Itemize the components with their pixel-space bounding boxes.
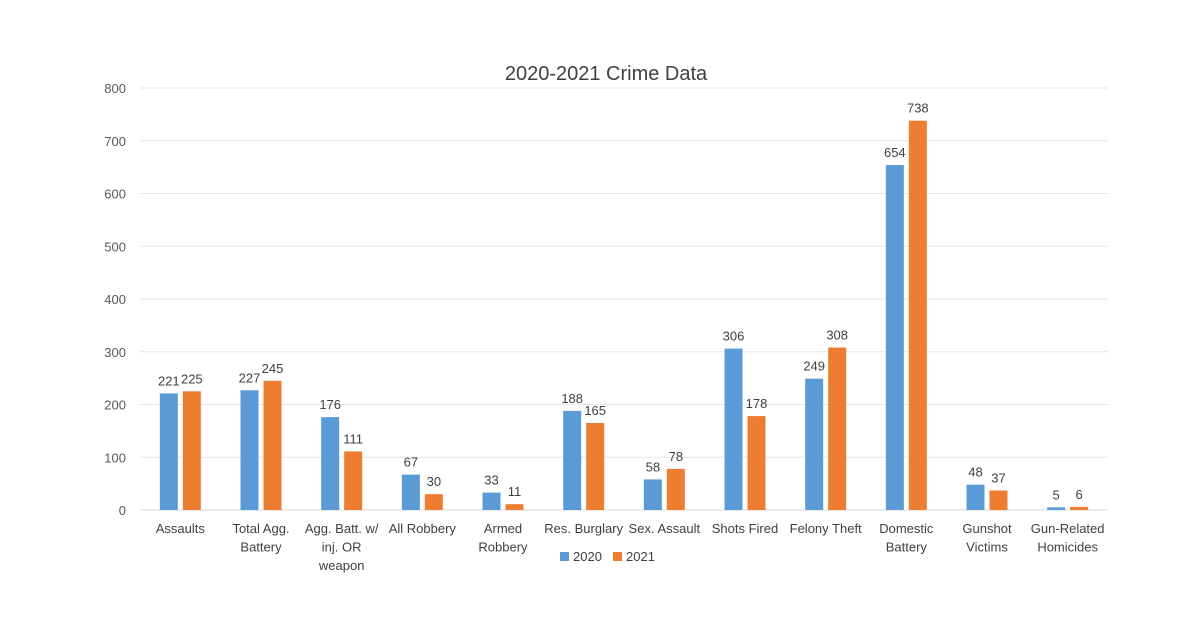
x-tick-label: Agg. Batt. w/: [305, 521, 379, 536]
bar-2020: [240, 390, 259, 510]
bar-2020: [321, 417, 340, 510]
legend-swatch: [560, 552, 569, 561]
data-label-2020: 188: [561, 391, 583, 406]
data-label-2020: 227: [239, 370, 261, 385]
x-tick-label: Domestic: [879, 521, 934, 536]
x-tick-label: Assaults: [156, 521, 206, 536]
x-tick-label: Gunshot: [962, 521, 1012, 536]
y-tick-label: 200: [104, 398, 126, 413]
x-axis-categories: Assaults Total Agg. Battery Agg. Batt. w/in…: [156, 521, 1105, 573]
data-label-2020: 58: [646, 459, 660, 474]
bar-2021: [828, 347, 847, 510]
x-tick-label: Battery: [886, 540, 928, 555]
bar-2020: [643, 479, 662, 510]
x-tick-label: Robbery: [478, 540, 528, 555]
chart-title: 2020-2021 Crime Data: [505, 63, 708, 85]
x-tick-label: Gun-Related: [1031, 521, 1105, 536]
bar-2020: [805, 378, 824, 510]
bar-2021: [505, 504, 524, 510]
bar-2020: [966, 484, 985, 510]
bars: [159, 120, 1089, 510]
data-label-2021: 37: [991, 470, 1005, 485]
bar-2020: [1047, 507, 1066, 510]
bar-2021: [908, 120, 927, 510]
data-label-2020: 306: [723, 329, 745, 344]
x-tick-label: inj. OR: [322, 540, 362, 555]
legend-label: 2020: [573, 549, 602, 564]
legend: 2020 2021: [560, 549, 655, 564]
x-tick-label: Homicides: [1037, 540, 1098, 555]
data-label-2021: 245: [262, 361, 284, 376]
legend-swatch: [613, 552, 622, 561]
y-tick-label: 0: [119, 503, 126, 518]
data-label-2021: 225: [181, 371, 203, 386]
x-tick-label: weapon: [318, 558, 365, 573]
x-tick-label: Sex. Assault: [629, 521, 701, 536]
data-label-2020: 48: [968, 465, 982, 480]
x-tick-label: Victims: [966, 540, 1008, 555]
data-label-2021: 6: [1076, 487, 1083, 502]
x-tick-label: Res. Burglary: [544, 521, 623, 536]
x-tick-label: Felony Theft: [790, 521, 862, 536]
gridlines: [140, 87, 1108, 511]
bar-2021: [263, 380, 282, 510]
data-label-2021: 738: [907, 101, 929, 116]
data-label-2020: 221: [158, 373, 180, 388]
data-label-2020: 249: [803, 359, 825, 374]
x-tick-label: Shots Fired: [712, 521, 778, 536]
data-label-2021: 165: [584, 403, 606, 418]
legend-label: 2021: [626, 549, 655, 564]
bar-2021: [586, 422, 605, 510]
bar-2020: [401, 474, 420, 510]
bar-2021: [344, 451, 363, 510]
data-label-2020: 33: [484, 473, 498, 488]
data-label-2020: 5: [1053, 487, 1060, 502]
x-tick-label: Armed: [484, 521, 522, 536]
x-tick-label: Battery: [240, 540, 282, 555]
y-tick-label: 600: [104, 187, 126, 202]
y-tick-label: 300: [104, 345, 126, 360]
data-label-2020: 654: [884, 145, 906, 160]
data-label-2021: 11: [508, 484, 522, 499]
data-label-2021: 308: [826, 328, 848, 343]
y-tick-label: 500: [104, 239, 126, 254]
bar-2021: [747, 416, 766, 510]
bar-2020: [159, 393, 178, 510]
data-label-2021: 78: [669, 449, 683, 464]
data-label-2021: 111: [343, 431, 363, 446]
bar-2021: [666, 468, 685, 510]
bar-2020: [724, 348, 743, 510]
x-tick-label: All Robbery: [389, 521, 457, 536]
bar-2020: [482, 492, 501, 510]
bar-2021: [989, 490, 1008, 510]
x-tick-label: Total Agg.: [232, 521, 289, 536]
data-label-2021: 30: [427, 474, 441, 489]
bar-2021: [1070, 506, 1089, 510]
bar-2020: [885, 165, 904, 510]
bar-2021: [424, 494, 443, 510]
bar-2021: [182, 391, 201, 510]
y-axis-ticks: 0 100 200 300 400 500 600 700 800: [104, 81, 126, 518]
data-label-2020: 67: [404, 455, 418, 470]
bar-2020: [563, 410, 582, 510]
y-tick-label: 100: [104, 450, 126, 465]
y-tick-label: 800: [104, 81, 126, 96]
y-tick-label: 700: [104, 134, 126, 149]
data-label-2021: 178: [746, 396, 768, 411]
data-label-2020: 176: [319, 397, 341, 412]
y-tick-label: 400: [104, 292, 126, 307]
